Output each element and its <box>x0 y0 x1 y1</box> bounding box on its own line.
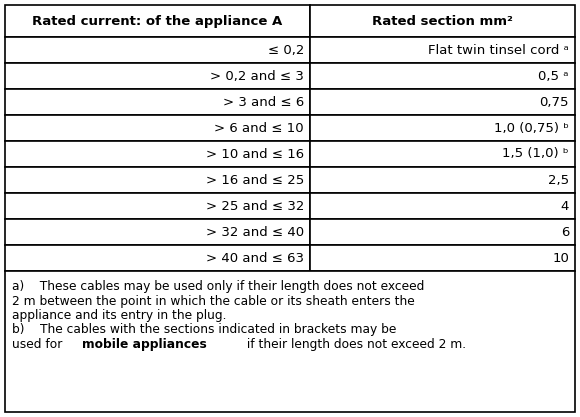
Text: 0,75: 0,75 <box>539 95 569 108</box>
Bar <box>310 141 575 167</box>
Text: b)    The cables with the sections indicated in brackets may be: b) The cables with the sections indicate… <box>12 324 396 337</box>
Text: > 32 and ≤ 40: > 32 and ≤ 40 <box>206 226 304 239</box>
Text: 6: 6 <box>561 226 569 239</box>
Bar <box>310 193 575 219</box>
Bar <box>310 89 575 115</box>
Text: 2,5: 2,5 <box>548 173 569 186</box>
Text: 0,5 ᵃ: 0,5 ᵃ <box>538 70 569 83</box>
Text: if their length does not exceed 2 m.: if their length does not exceed 2 m. <box>243 338 466 351</box>
Text: 10: 10 <box>552 251 569 264</box>
Text: mobile appliances: mobile appliances <box>82 338 206 351</box>
Text: appliance and its entry in the plug.: appliance and its entry in the plug. <box>12 309 227 322</box>
Text: 1,0 (0,75) ᵇ: 1,0 (0,75) ᵇ <box>494 121 569 135</box>
Text: Rated current: of the appliance A: Rated current: of the appliance A <box>32 15 282 28</box>
Text: 1,5 (1,0) ᵇ: 1,5 (1,0) ᵇ <box>502 148 569 161</box>
Bar <box>5 141 310 167</box>
Bar <box>310 37 575 63</box>
Bar <box>310 63 575 89</box>
Bar <box>5 193 310 219</box>
Bar <box>5 5 310 37</box>
Text: > 6 and ≤ 10: > 6 and ≤ 10 <box>215 121 304 135</box>
Bar <box>5 245 310 271</box>
Bar <box>5 115 310 141</box>
Text: > 25 and ≤ 32: > 25 and ≤ 32 <box>205 199 304 213</box>
Text: > 0,2 and ≤ 3: > 0,2 and ≤ 3 <box>210 70 304 83</box>
Bar <box>310 245 575 271</box>
Bar <box>310 5 575 37</box>
Text: Flat twin tinsel cord ᵃ: Flat twin tinsel cord ᵃ <box>428 43 569 56</box>
Text: > 40 and ≤ 63: > 40 and ≤ 63 <box>206 251 304 264</box>
Text: ≤ 0,2: ≤ 0,2 <box>267 43 304 56</box>
Text: 2 m between the point in which the cable or its sheath enters the: 2 m between the point in which the cable… <box>12 294 415 307</box>
Text: used for: used for <box>12 338 66 351</box>
Bar <box>310 167 575 193</box>
Bar <box>5 37 310 63</box>
Text: Rated section mm²: Rated section mm² <box>372 15 513 28</box>
Text: > 3 and ≤ 6: > 3 and ≤ 6 <box>223 95 304 108</box>
Text: a)    These cables may be used only if their length does not exceed: a) These cables may be used only if thei… <box>12 280 425 293</box>
Bar <box>5 271 575 412</box>
Bar <box>310 219 575 245</box>
Bar <box>310 115 575 141</box>
Bar <box>5 63 310 89</box>
Text: > 16 and ≤ 25: > 16 and ≤ 25 <box>206 173 304 186</box>
Bar <box>5 219 310 245</box>
Text: > 10 and ≤ 16: > 10 and ≤ 16 <box>206 148 304 161</box>
Bar <box>5 167 310 193</box>
Text: 4: 4 <box>561 199 569 213</box>
Bar <box>5 89 310 115</box>
